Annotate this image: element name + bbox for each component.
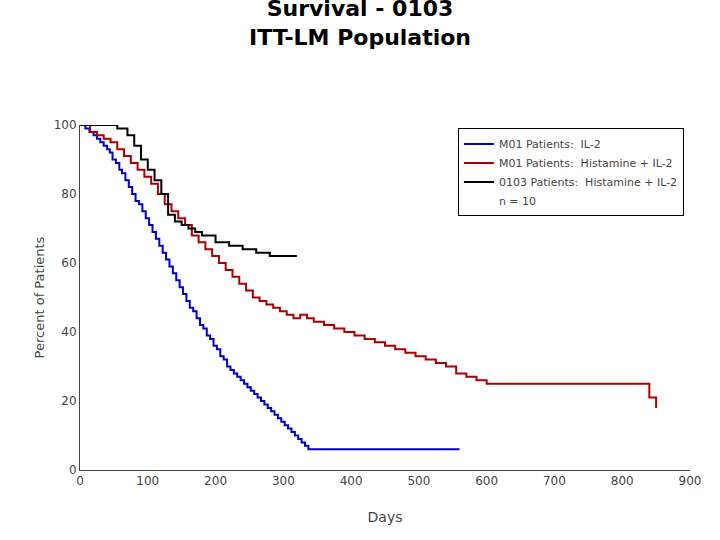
svg-text:M01 Patients: IL-2: M01 Patients: IL-2 — [499, 138, 601, 151]
svg-text:500: 500 — [407, 474, 430, 488]
svg-text:0: 0 — [69, 463, 77, 477]
svg-text:Days: Days — [368, 509, 403, 525]
svg-text:800: 800 — [611, 474, 634, 488]
svg-text:M01 Patients: Histamine + IL-: M01 Patients: Histamine + IL-2 — [499, 157, 673, 170]
svg-text:80: 80 — [61, 187, 76, 201]
svg-text:0: 0 — [76, 474, 84, 488]
svg-text:200: 200 — [204, 474, 227, 488]
svg-text:Survival - 0103ITT-LM Populati: Survival - 0103ITT-LM Population — [249, 0, 471, 50]
svg-text:n = 10: n = 10 — [499, 195, 536, 208]
svg-text:60: 60 — [61, 256, 76, 270]
svg-text:600: 600 — [475, 474, 498, 488]
svg-text:20: 20 — [61, 394, 76, 408]
svg-text:900: 900 — [679, 474, 702, 488]
svg-text:Percent of Patients: Percent of Patients — [32, 236, 47, 358]
svg-text:300: 300 — [272, 474, 295, 488]
svg-text:100: 100 — [54, 118, 77, 132]
svg-text:700: 700 — [543, 474, 566, 488]
svg-text:0103 Patients: Histamine + IL: 0103 Patients: Histamine + IL-2 — [499, 176, 677, 189]
svg-text:40: 40 — [61, 325, 76, 339]
svg-text:400: 400 — [340, 474, 363, 488]
svg-text:100: 100 — [136, 474, 159, 488]
